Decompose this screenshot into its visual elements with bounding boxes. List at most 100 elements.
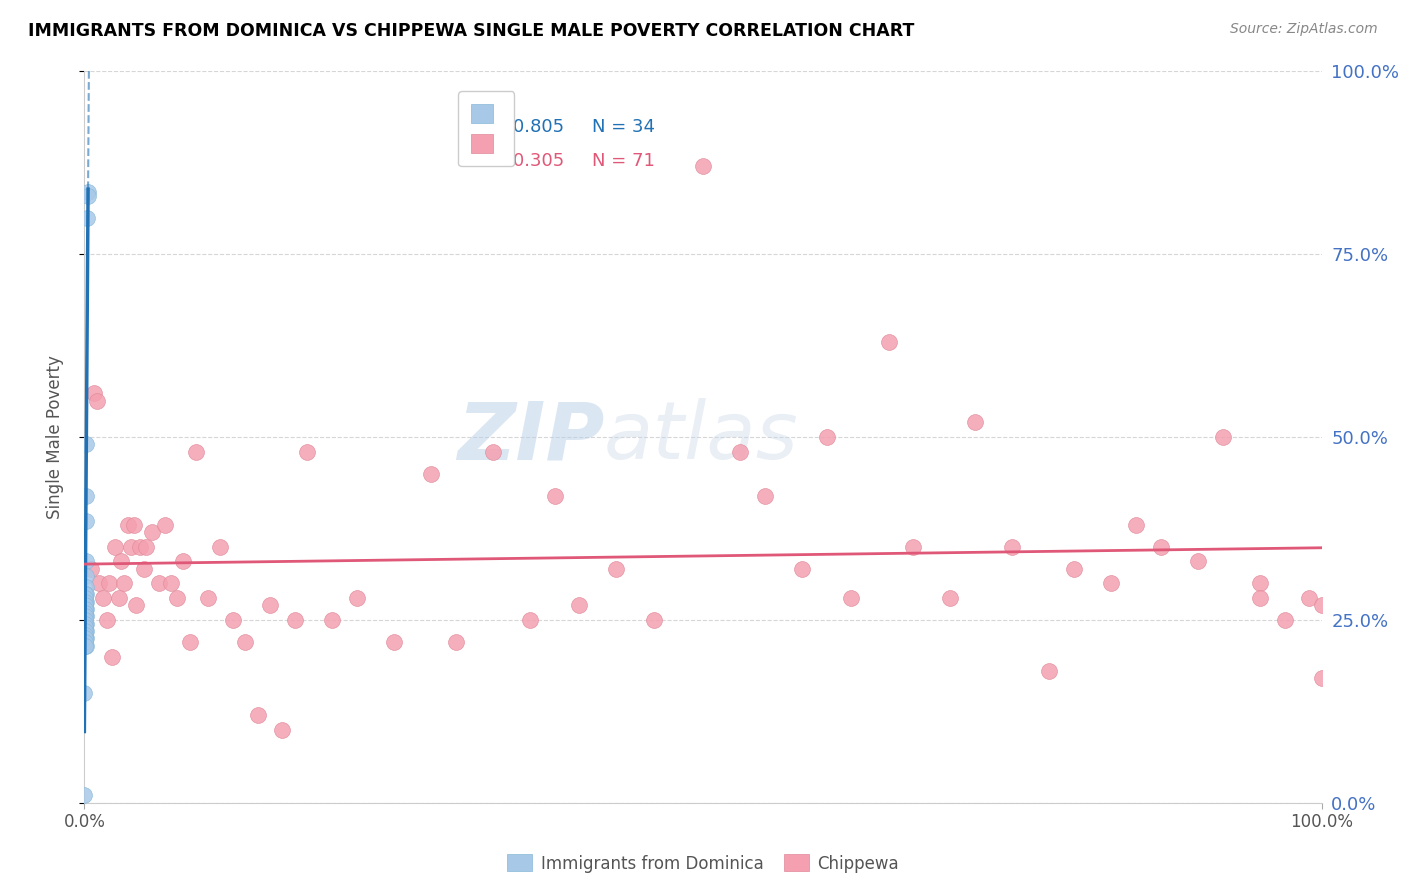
Point [73,591,96,605]
Point [100,649,122,664]
Point [179,635,201,649]
Point [75,632,97,646]
Point [605,562,627,576]
Point [122,517,145,532]
Point [73,613,96,627]
Point [1187,554,1209,568]
Point [75,489,97,503]
Point [481,444,503,458]
Point [790,562,813,576]
Point [73,594,96,608]
Point [86,393,108,408]
Text: R = 0.805: R = 0.805 [474,118,564,136]
Point [129,540,152,554]
Point [1298,591,1320,605]
Point [75,602,97,616]
Point [73,789,96,803]
Point [75,554,97,568]
Point [141,525,163,540]
Point [841,591,863,605]
Point [692,160,714,174]
Text: IMMIGRANTS FROM DOMINICA VS CHIPPEWA SINGLE MALE POVERTY CORRELATION CHART: IMMIGRANTS FROM DOMINICA VS CHIPPEWA SIN… [28,22,914,40]
Point [73,686,96,700]
Point [96,613,118,627]
Point [222,613,245,627]
Point [209,540,232,554]
Point [117,517,139,532]
Point [346,591,368,605]
Point [543,489,565,503]
Text: Source: ZipAtlas.com: Source: ZipAtlas.com [1230,22,1378,37]
Point [75,569,97,583]
Text: ZIP: ZIP [457,398,605,476]
Point [1038,664,1060,678]
Text: atlas: atlas [605,398,799,476]
Point [75,594,97,608]
Point [1125,517,1147,532]
Text: N = 71: N = 71 [592,152,655,169]
Point [125,599,148,613]
Point [73,599,96,613]
Point [939,591,962,605]
Point [1099,576,1122,591]
Point [73,635,96,649]
Point [1310,599,1333,613]
Legend: , : , [458,91,515,166]
Point [1150,540,1173,554]
Point [77,185,100,199]
Point [284,613,307,627]
Point [73,620,96,634]
Point [73,606,96,620]
Point [75,639,97,653]
Point [153,517,176,532]
Point [295,444,318,458]
Point [1212,430,1234,444]
Y-axis label: Single Male Poverty: Single Male Poverty [45,355,63,519]
Point [120,540,142,554]
Point [132,562,155,576]
Point [321,613,343,627]
Legend: Immigrants from Dominica, Chippewa: Immigrants from Dominica, Chippewa [501,847,905,880]
Point [73,616,96,631]
Point [75,514,97,528]
Text: N = 34: N = 34 [592,118,655,136]
Point [91,591,114,605]
Point [877,334,900,349]
Point [815,430,838,444]
Point [1063,562,1085,576]
Point [271,723,294,737]
Point [104,540,127,554]
Point [903,540,925,554]
Point [965,416,987,430]
Point [1249,591,1271,605]
Point [77,188,100,202]
Point [73,624,96,638]
Point [112,576,135,591]
Point [73,632,96,646]
Point [75,580,97,594]
Point [83,386,105,401]
Point [382,635,405,649]
Point [259,599,281,613]
Point [148,576,170,591]
Point [110,554,132,568]
Point [98,576,121,591]
Point [419,467,441,481]
Point [444,635,467,649]
Point [172,554,194,568]
Point [1274,613,1296,627]
Point [108,591,131,605]
Point [75,437,97,451]
Point [135,540,157,554]
Point [75,624,97,638]
Point [75,616,97,631]
Point [75,609,97,624]
Point [76,211,98,225]
Point [75,587,97,601]
Point [1001,540,1024,554]
Point [89,576,111,591]
Point [73,639,96,653]
Point [519,613,541,627]
Point [568,599,591,613]
Point [1249,576,1271,591]
